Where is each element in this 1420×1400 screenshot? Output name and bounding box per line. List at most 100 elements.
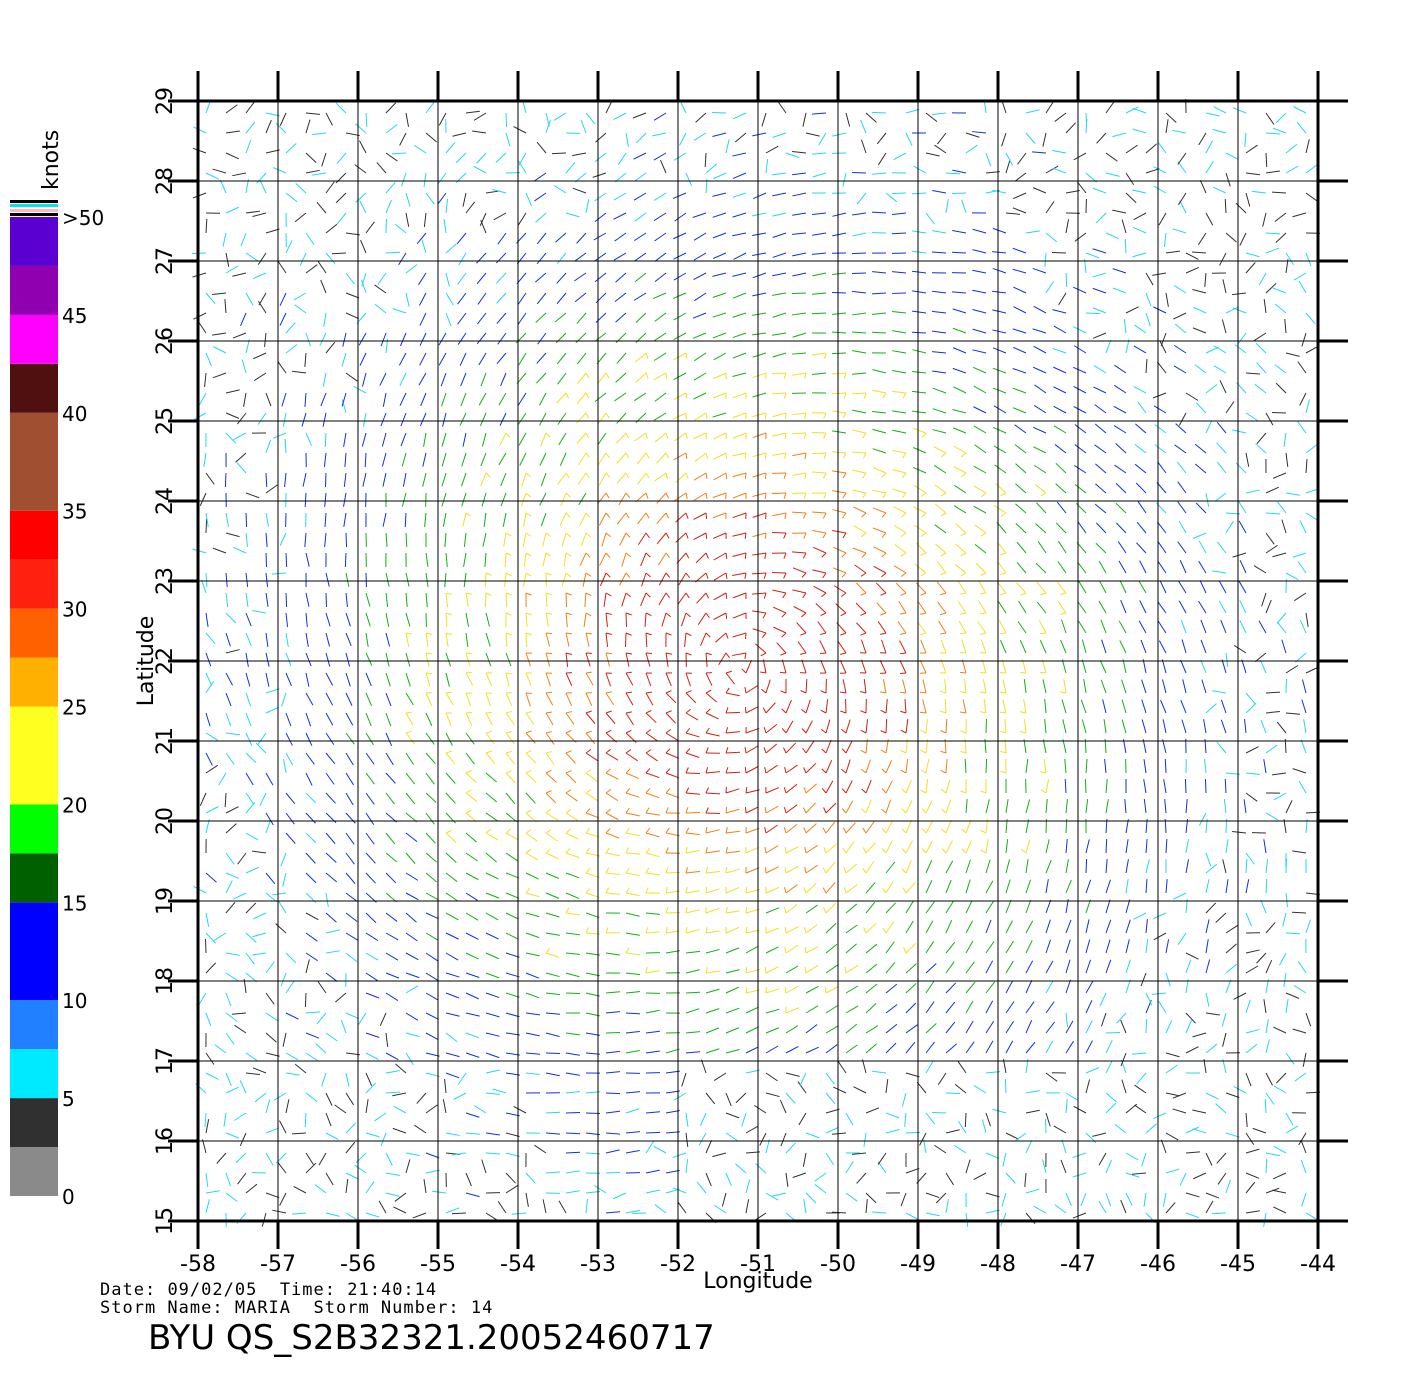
wind-vector: [425, 672, 431, 687]
wind-vector: [425, 832, 436, 844]
wind-vector: [1145, 292, 1152, 307]
wind-barb: [505, 572, 512, 577]
wind-vector: [1121, 699, 1127, 714]
wind-vector: [605, 991, 620, 994]
wind-vector: [1061, 1139, 1067, 1154]
wind-vector: [860, 659, 867, 674]
wind-vector: [1154, 424, 1167, 434]
wind-vector: [1045, 165, 1059, 174]
wind-barb: [665, 690, 672, 694]
wind-vector: [1114, 384, 1127, 394]
wind-barb: [685, 887, 688, 894]
wind-vector: [793, 606, 807, 614]
wind-vector: [1205, 902, 1217, 914]
wind-vector: [860, 119, 867, 134]
wind-vector: [893, 506, 907, 514]
wind-vector: [1092, 1132, 1107, 1137]
wind-vector: [1092, 332, 1107, 339]
wind-barb: [881, 808, 887, 814]
wind-vector: [616, 432, 627, 444]
wind-vector: [1302, 1052, 1307, 1067]
wind-barb: [605, 552, 611, 558]
wind-vector: [205, 172, 219, 180]
wind-vector: [1265, 979, 1269, 994]
wind-vector: [752, 532, 767, 538]
wind-barb: [1000, 730, 1007, 734]
wind-vector: [556, 352, 567, 365]
wind-vector: [365, 652, 373, 666]
wind-vector: [792, 1172, 807, 1178]
wind-vector: [1094, 503, 1107, 514]
wind-vector: [635, 312, 647, 323]
y-tick-label: 24: [153, 487, 178, 515]
wind-vector: [1045, 779, 1050, 794]
wind-vector: [1239, 232, 1247, 246]
wind-vector: [565, 161, 576, 174]
colorbar-swatch: [10, 412, 58, 511]
wind-vector: [912, 290, 927, 294]
wind-barb: [625, 749, 632, 754]
wind-vector: [265, 812, 274, 826]
wind-vector: [1218, 580, 1227, 594]
wind-barb: [525, 711, 532, 714]
wind-vector: [952, 327, 967, 334]
wind-vector: [845, 112, 851, 127]
wind-vector: [945, 1172, 954, 1186]
wind-vector: [1113, 425, 1127, 434]
wind-barb: [725, 907, 728, 914]
wind-vector: [1265, 1039, 1270, 1054]
wind-vector: [285, 1012, 299, 1020]
wind-vector: [772, 132, 787, 138]
wind-vector: [1120, 599, 1127, 614]
wind-barb: [919, 711, 927, 714]
wind-vector: [832, 212, 847, 217]
wind-vector: [1216, 421, 1227, 434]
wind-vector: [697, 612, 707, 625]
wind-barb: [585, 392, 590, 399]
wind-vector: [785, 884, 798, 894]
wind-barb: [585, 789, 592, 794]
wind-vector: [985, 859, 991, 874]
wind-vector: [237, 412, 247, 425]
wind-vector: [852, 312, 867, 316]
wind-vector: [360, 279, 367, 294]
wind-vector: [285, 712, 292, 727]
wind-vector: [673, 372, 687, 381]
wind-barb: [705, 927, 708, 934]
wind-vector: [236, 462, 247, 474]
wind-vector: [863, 1132, 867, 1147]
wind-barb: [705, 847, 708, 854]
wind-vector: [945, 1199, 949, 1214]
colorbar-label: 45: [62, 304, 87, 328]
wind-barb: [585, 730, 592, 734]
wind-vector: [1275, 232, 1287, 243]
wind-barb: [645, 632, 652, 636]
wind-vector: [1272, 772, 1287, 776]
wind-barb: [880, 691, 887, 694]
wind-vector: [193, 886, 207, 894]
wind-barb: [665, 807, 669, 814]
wind-vector: [414, 1124, 427, 1134]
wind-barb: [900, 710, 907, 714]
wind-vector: [934, 1144, 947, 1154]
wind-barb: [725, 670, 732, 674]
wind-vector: [535, 212, 547, 223]
wind-vector: [517, 412, 527, 425]
wind-barb: [425, 652, 433, 655]
wind-vector: [945, 199, 949, 214]
wind-vector: [1216, 461, 1227, 474]
wind-vector: [872, 527, 887, 534]
wind-vector: [785, 1142, 796, 1154]
wind-vector: [653, 1145, 667, 1154]
wind-vector: [1285, 800, 1293, 814]
wind-vector: [225, 130, 240, 134]
wind-barb: [880, 749, 887, 754]
wind-barb: [804, 412, 807, 419]
wind-vector: [819, 640, 827, 654]
wind-vector: [1125, 1172, 1140, 1178]
wind-vector: [945, 900, 954, 914]
wind-vector: [485, 1069, 500, 1074]
wind-vector: [913, 165, 927, 174]
wind-vector: [825, 843, 837, 854]
wind-vector: [931, 251, 947, 254]
